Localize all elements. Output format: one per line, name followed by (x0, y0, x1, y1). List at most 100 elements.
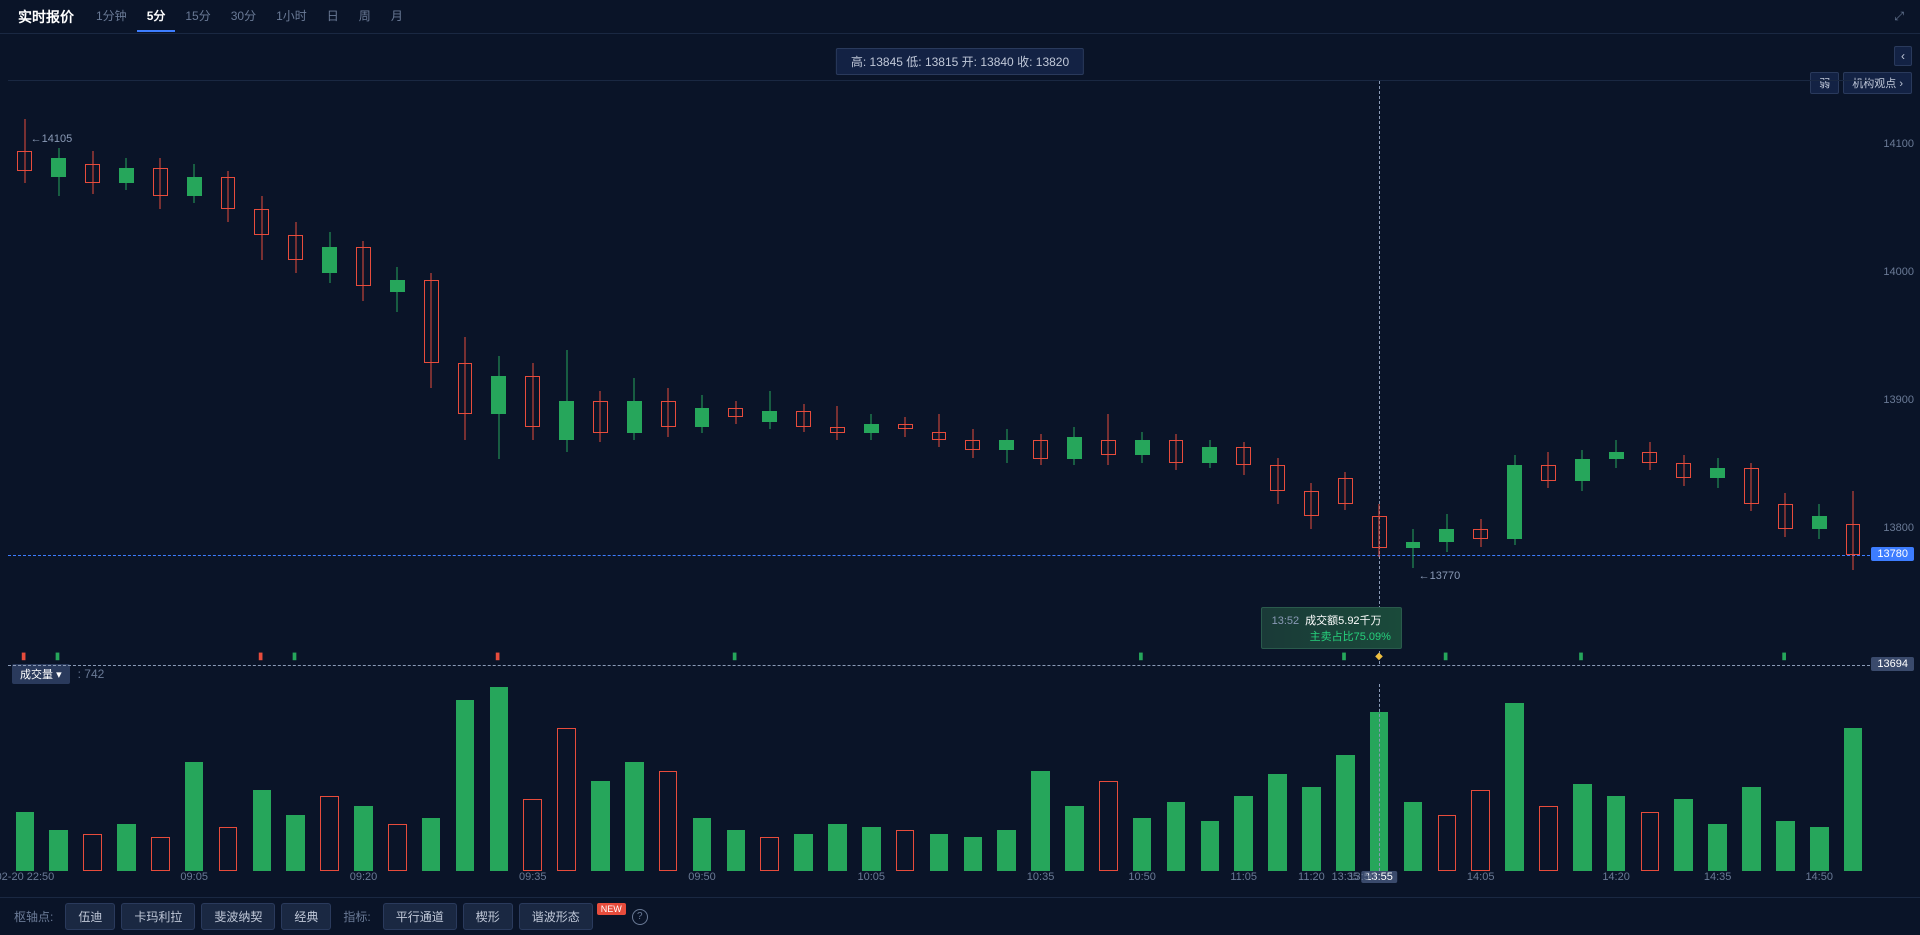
timeframe-tab-4[interactable]: 1小时 (266, 1, 317, 32)
timeframe-tab-2[interactable]: 15分 (175, 1, 220, 32)
new-badge: NEW (597, 903, 626, 915)
y-axis-label: 14100 (1883, 138, 1914, 150)
time-axis: 02-20 22:5009:0509:2009:3509:5010:0510:3… (8, 871, 1870, 889)
volume-bar (456, 700, 475, 871)
timeframe-tab-5[interactable]: 日 (317, 1, 349, 32)
volume-label[interactable]: 成交量 ▾ (12, 664, 70, 684)
volume-chart[interactable] (8, 684, 1870, 871)
volume-bar (1471, 790, 1490, 871)
candle (760, 81, 779, 665)
time-tick: 09:35 (519, 871, 547, 883)
volume-bar (1268, 774, 1287, 871)
pivot-button[interactable]: 斐波纳契 (201, 903, 275, 930)
volume-bar (1539, 806, 1558, 871)
candle (1471, 81, 1490, 665)
candle (117, 81, 136, 665)
indicator-button[interactable]: 谐波形态 (519, 903, 593, 930)
timeframe-tab-6[interactable]: 周 (349, 1, 381, 32)
volume-bar (862, 827, 881, 871)
volume-bar (794, 834, 813, 871)
signal-marker: ▮ (21, 651, 27, 662)
candle (1844, 81, 1863, 665)
volume-bar (1336, 755, 1355, 871)
signal-marker: ▮ (1578, 651, 1584, 662)
crosshair-vertical (1379, 684, 1380, 871)
volume-bar (286, 815, 305, 871)
volume-bar (625, 762, 644, 871)
signal-marker: ▮ (1138, 651, 1144, 662)
time-tick: 11:20 (1298, 871, 1325, 883)
volume-bar (828, 824, 847, 871)
pivot-button[interactable]: 卡玛利拉 (121, 903, 195, 930)
volume-bar (320, 796, 339, 871)
candle (591, 81, 610, 665)
fullscreen-icon[interactable]: ⤢ (1886, 5, 1912, 28)
signal-marker: ▮ (292, 651, 298, 662)
candle (1133, 81, 1152, 665)
candle (490, 81, 509, 665)
candle (828, 81, 847, 665)
volume-bar (1505, 703, 1524, 871)
base-price-tag: 13694 (1871, 657, 1914, 671)
timeframe-tab-0[interactable]: 1分钟 (86, 1, 137, 32)
volume-bar (16, 812, 35, 871)
y-axis-label: 14000 (1883, 266, 1914, 278)
time-tick: 10:35 (1027, 871, 1055, 883)
timeframe-tab-3[interactable]: 30分 (221, 1, 266, 32)
volume-bar (557, 728, 576, 871)
candle (83, 81, 102, 665)
high-annotation: ←14105 (31, 133, 73, 145)
candle (151, 81, 170, 665)
signal-marker: ▮ (732, 651, 738, 662)
chart-tooltip: 13:52成交额5.92千万主卖占比75.09% (1261, 607, 1402, 649)
indicator-button[interactable]: 楔形 (463, 903, 513, 930)
volume-bar (1641, 812, 1660, 871)
volume-bar (1607, 796, 1626, 871)
time-tick: 02-20 22:50 (0, 871, 54, 883)
candle (1742, 81, 1761, 665)
volume-bar (1573, 784, 1592, 871)
candle (1505, 81, 1524, 665)
signal-marker: ▮ (258, 651, 264, 662)
base-line (8, 665, 1870, 666)
volume-bar (422, 818, 441, 871)
candle (693, 81, 712, 665)
candle (557, 81, 576, 665)
y-axis-label: 13900 (1883, 394, 1914, 406)
volume-bar (1031, 771, 1050, 871)
timeframe-tab-1[interactable]: 5分 (137, 1, 176, 32)
volume-bar (354, 806, 373, 871)
timeframe-tab-7[interactable]: 月 (381, 1, 413, 32)
candle (1201, 81, 1220, 665)
volume-bar (964, 837, 983, 871)
candle (1641, 81, 1660, 665)
nav-prev-button[interactable]: ‹ (1894, 46, 1912, 66)
candle (1065, 81, 1084, 665)
candle (1776, 81, 1795, 665)
volume-bar (1776, 821, 1795, 871)
volume-bar (1099, 781, 1118, 871)
volume-bar (185, 762, 204, 871)
current-price-tag: 13780 (1871, 547, 1914, 561)
volume-bar (151, 837, 170, 871)
candle (16, 81, 35, 665)
volume-bar (1065, 806, 1084, 871)
volume-bar (523, 799, 542, 871)
volume-bar (117, 824, 136, 871)
indicator-button[interactable]: 平行通道 (383, 903, 457, 930)
volume-bar (930, 834, 949, 871)
candle (185, 81, 204, 665)
help-icon[interactable]: ? (632, 909, 648, 925)
candle (794, 81, 813, 665)
candlestick-chart[interactable]: ←14105←13770▮▮▮▮▮▮▮▮◆▮▮▮13:52成交额5.92千万主卖… (8, 80, 1870, 664)
volume-bar (49, 830, 68, 871)
candle (727, 81, 746, 665)
volume-bar (388, 824, 407, 871)
pivot-button[interactable]: 伍迪 (65, 903, 115, 930)
pivot-button[interactable]: 经典 (281, 903, 331, 930)
time-tick: 14:05 (1467, 871, 1495, 883)
candle (456, 81, 475, 665)
candle (896, 81, 915, 665)
signal-marker: ▮ (1341, 651, 1347, 662)
time-tick: 09:20 (350, 871, 378, 883)
